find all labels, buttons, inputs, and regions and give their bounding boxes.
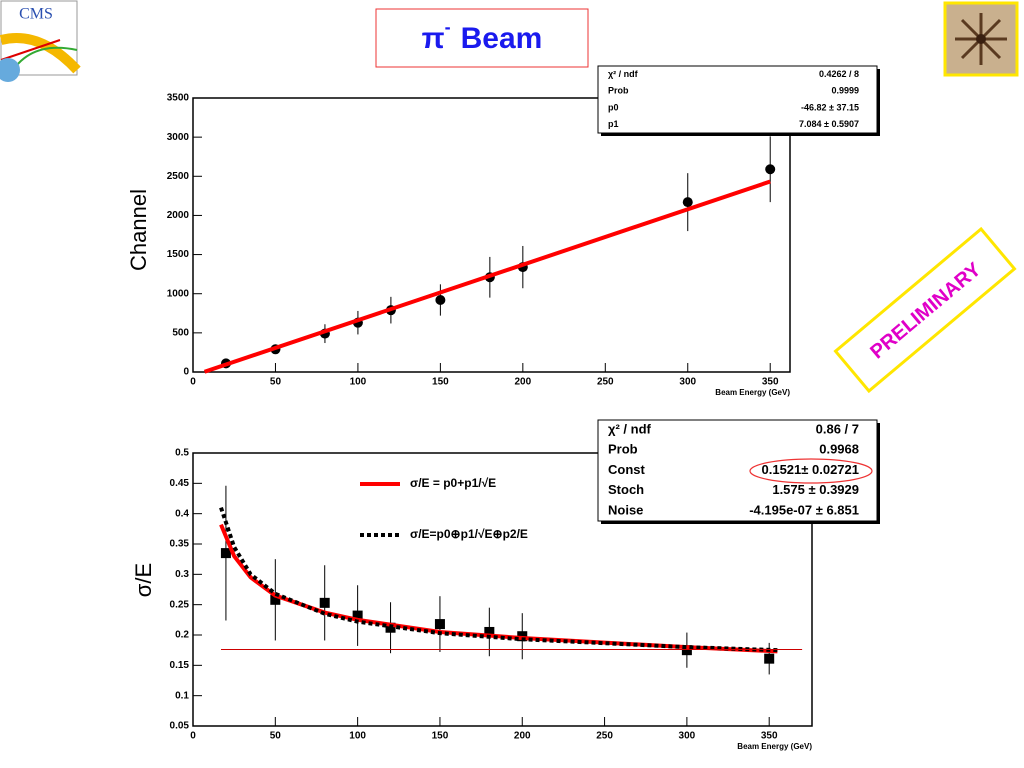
- y-tick-label: 0.2: [175, 630, 189, 641]
- svg-text:π-Beam: π- Beam: [422, 17, 543, 55]
- y-tick-label: 500: [172, 327, 189, 338]
- x-tick-label: 50: [270, 731, 282, 742]
- y-tick-label: 0.5: [175, 448, 189, 459]
- stats-value: -4.195e-07 ± 6.851: [749, 502, 859, 517]
- y-tick-label: 0.3: [175, 569, 189, 580]
- title-symbol: π: [422, 22, 445, 55]
- data-point: [681, 645, 692, 656]
- data-point: [270, 594, 281, 605]
- x-tick-label: 0: [190, 731, 196, 742]
- fit-line: [219, 523, 778, 654]
- stats-label: Stoch: [608, 482, 644, 497]
- x-axis-label: Beam Energy (GeV): [737, 742, 812, 751]
- y-axis-label: Channel: [126, 189, 151, 271]
- stats-label: Const: [608, 462, 646, 477]
- data-point: [484, 626, 495, 637]
- x-tick-label: 300: [679, 377, 696, 388]
- y-axis-label: σ/E: [131, 563, 156, 597]
- x-tick-label: 250: [596, 731, 613, 742]
- stats-box: [597, 65, 878, 134]
- y-tick-label: 0.4: [175, 508, 189, 519]
- y-tick-label: 0: [183, 367, 189, 378]
- fit-line: [203, 179, 771, 374]
- stats-label: Noise: [608, 502, 643, 517]
- stats-value: 0.4262 / 8: [819, 69, 859, 79]
- title-sup: -: [445, 17, 451, 37]
- title-box: π- Beam: [375, 8, 589, 68]
- logo-text: CMS: [19, 6, 53, 23]
- stats-label: Prob: [608, 442, 638, 457]
- x-tick-label: 350: [761, 731, 778, 742]
- title-text: Beam: [461, 22, 543, 55]
- x-tick-label: 200: [514, 377, 531, 388]
- preliminary-stamp: PRELIMINARY: [833, 226, 1017, 394]
- x-tick-label: 100: [349, 731, 366, 742]
- y-tick-label: 0.45: [170, 478, 190, 489]
- x-tick-label: 50: [270, 377, 282, 388]
- stats-value: 0.9999: [831, 86, 859, 96]
- x-tick-label: 300: [679, 731, 696, 742]
- y-tick-label: 1000: [167, 288, 190, 299]
- y-tick-label: 0.35: [170, 539, 190, 550]
- y-tick-label: 1500: [167, 249, 190, 260]
- y-tick-label: 2500: [167, 171, 190, 182]
- y-tick-label: 2000: [167, 210, 190, 221]
- x-tick-label: 350: [762, 377, 779, 388]
- stats-label: χ² / ndf: [608, 422, 652, 437]
- stats-value: 0.86 / 7: [816, 422, 859, 437]
- x-tick-label: 150: [432, 377, 449, 388]
- fit-line: [219, 506, 778, 653]
- data-point: [764, 653, 775, 664]
- stats-label: p1: [608, 119, 619, 129]
- data-point: [434, 619, 445, 630]
- legend-label: σ/E = p0+p1/√E: [410, 476, 496, 490]
- data-point: [682, 197, 693, 208]
- data-point: [765, 164, 776, 175]
- stats-label: Prob: [608, 86, 629, 96]
- stats-value: 7.084 ± 0.5907: [799, 119, 859, 129]
- stats-value: 1.575 ± 0.3929: [772, 482, 859, 497]
- data-point: [352, 610, 363, 621]
- x-tick-label: 200: [514, 731, 531, 742]
- highlight-ellipse: [749, 458, 873, 484]
- stats-value: 0.9968: [819, 442, 859, 457]
- y-tick-label: 0.05: [170, 721, 190, 732]
- data-point: [220, 548, 231, 559]
- y-tick-label: 0.25: [170, 599, 190, 610]
- x-tick-label: 250: [597, 377, 614, 388]
- legend-label: σ/E=p0⊕p1/√E⊕p2/E: [410, 527, 528, 541]
- stats-value: 0.1521± 0.02721: [762, 462, 860, 477]
- x-axis-label: Beam Energy (GeV): [715, 388, 790, 397]
- y-tick-label: 0.15: [170, 660, 190, 671]
- stats-label: p0: [608, 102, 619, 112]
- stats-value: -46.82 ± 37.15: [801, 102, 859, 112]
- x-tick-label: 100: [350, 377, 367, 388]
- stats-label: χ² / ndf: [608, 69, 639, 79]
- data-point: [435, 294, 446, 305]
- data-point: [319, 597, 330, 608]
- y-tick-label: 3000: [167, 132, 190, 143]
- x-tick-label: 150: [432, 731, 449, 742]
- plot-frame: [192, 97, 791, 373]
- x-tick-label: 0: [190, 377, 196, 388]
- right-logo: [943, 1, 1019, 77]
- y-tick-label: 3500: [167, 93, 190, 104]
- cms-logo: CMS: [0, 0, 81, 82]
- stats-box: [597, 419, 878, 522]
- y-tick-label: 0.1: [175, 690, 189, 701]
